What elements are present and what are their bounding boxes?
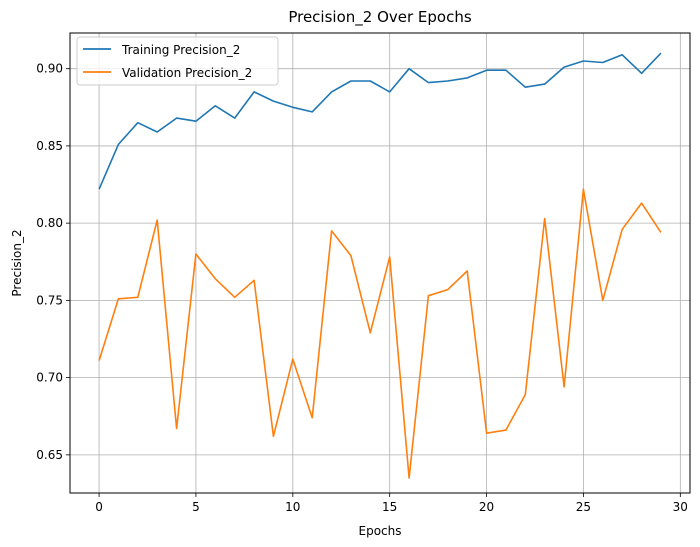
chart-title: Precision_2 Over Epochs [288,8,472,27]
x-tick-label: 10 [285,500,300,514]
grid [70,33,690,493]
y-axis-label: Precision_2 [10,229,24,296]
x-tick-label: 0 [95,500,103,514]
legend: Training Precision_2 Validation Precisio… [76,36,279,86]
x-tick-label: 20 [479,500,494,514]
y-tick-label: 0.75 [36,293,63,307]
x-axis-label: Epochs [359,524,402,538]
validation-precision-line [98,188,662,479]
plot-area-frame [69,32,691,494]
legend-label-validation: Validation Precision_2 [122,66,252,80]
y-tick-label: 0.65 [36,448,63,462]
legend-label-training: Training Precision_2 [121,43,240,57]
x-tick-label: 5 [192,500,200,514]
x-tick-label: 25 [576,500,591,514]
y-tick-label: 0.90 [36,62,63,76]
series-lines [98,52,662,479]
x-tick-label: 30 [673,500,688,514]
legend-box [76,36,279,86]
x-tick-label: 15 [382,500,397,514]
y-tick-label: 0.85 [36,139,63,153]
training-precision-line [98,52,662,190]
axis-ticks: 0 5 10 15 20 25 30 0.65 0.70 0.75 0.80 0.85 0.90 [36,62,688,514]
y-tick-label: 0.80 [36,216,63,230]
y-tick-label: 0.70 [36,371,63,385]
